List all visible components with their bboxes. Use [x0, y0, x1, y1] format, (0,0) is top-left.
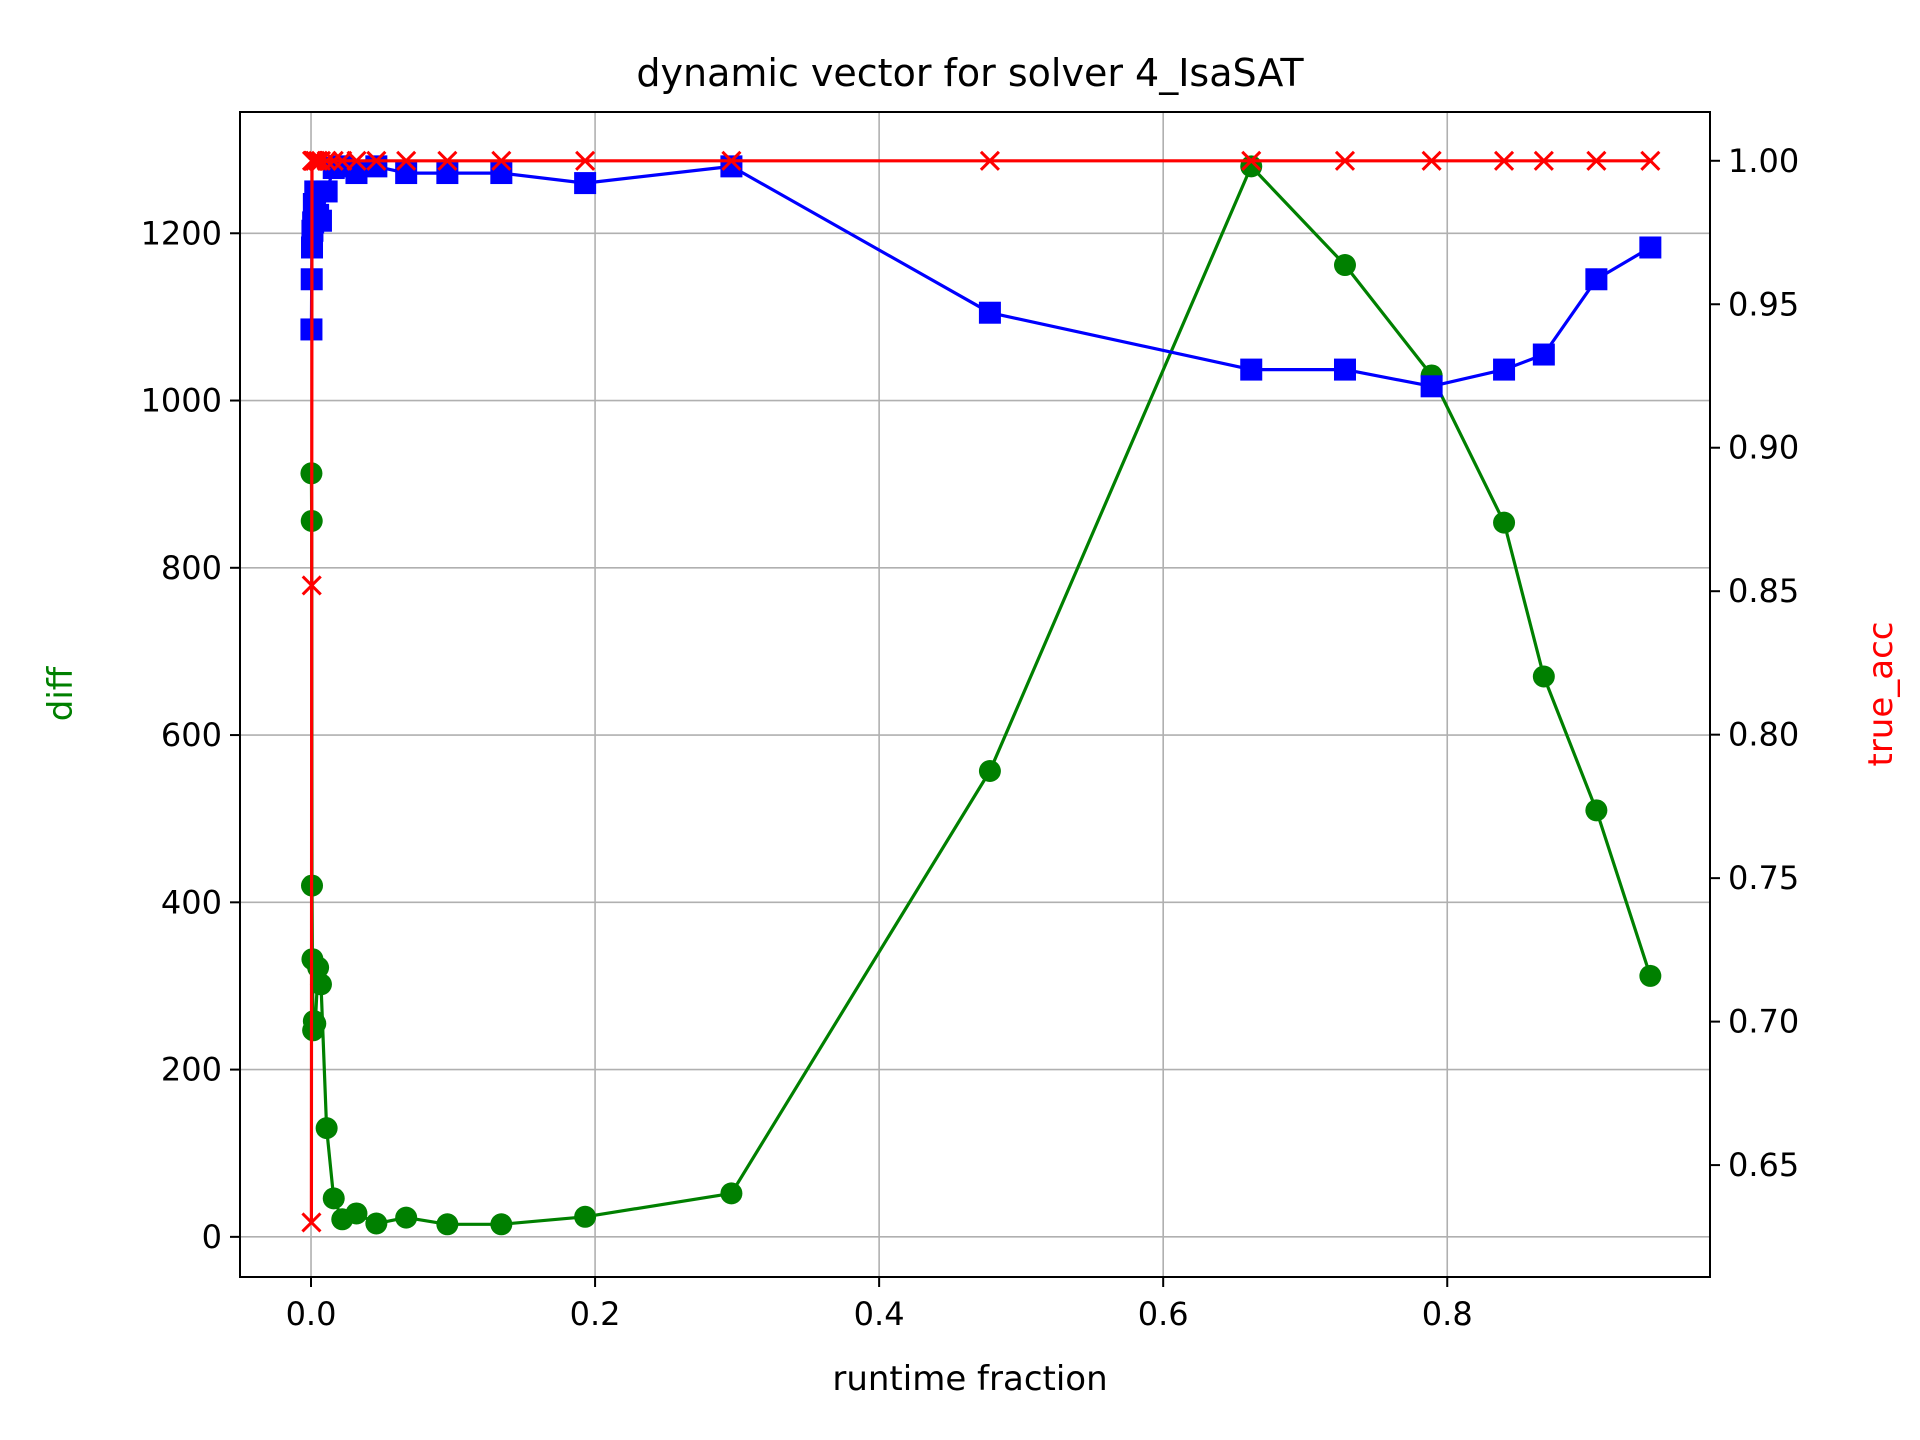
data-point: [1420, 375, 1443, 398]
x-tick-label: 0.2: [570, 1295, 621, 1333]
y-right-tick-label: 0.85: [1728, 572, 1799, 610]
data-point: [978, 301, 1001, 324]
data-point: [575, 150, 596, 171]
x-tick-label: 0.4: [854, 1295, 905, 1333]
y-axis-label: diff: [41, 665, 81, 721]
data-point: [395, 1206, 418, 1229]
series-layer: [300, 150, 1662, 1236]
data-point: [574, 1205, 597, 1228]
data-point: [1493, 511, 1516, 534]
y-tick-label: 200: [161, 1051, 222, 1089]
y-axis-right-label: true_acc: [1861, 622, 1901, 767]
plot-frame: [239, 111, 1711, 1278]
data-point: [1334, 150, 1356, 171]
data-point: [490, 1213, 513, 1236]
data-point: [1586, 150, 1607, 171]
data-point: [309, 209, 332, 232]
data-point: [316, 150, 337, 171]
data-point: [323, 150, 344, 171]
data-point: [1640, 150, 1661, 171]
axis-layer: 0.0 0.2 0.4 0.6 0.80200400600800100012000.65…: [141, 142, 1800, 1333]
data-point: [1493, 150, 1515, 171]
y-tick-label: 400: [161, 883, 222, 921]
data-point: [978, 760, 1001, 783]
data-point: [1639, 964, 1662, 987]
y-right-tick-label: 0.90: [1728, 429, 1799, 467]
chart-title: dynamic vector for solver 4_IsaSAT: [636, 51, 1304, 95]
data-point: [1585, 799, 1608, 822]
data-point: [315, 1117, 338, 1140]
data-point: [301, 575, 322, 596]
y-right-tick-label: 0.70: [1728, 1003, 1799, 1041]
data-point: [1241, 150, 1262, 171]
data-point: [1493, 358, 1516, 381]
data-point: [345, 1202, 368, 1225]
x-tick-label: 0.8: [1422, 1295, 1473, 1333]
y-tick-label: 800: [161, 549, 222, 587]
y-right-tick-label: 0.65: [1728, 1146, 1799, 1184]
data-point: [322, 1187, 345, 1210]
data-point: [395, 162, 418, 185]
x-axis-label: runtime fraction: [832, 1359, 1107, 1399]
data-point: [308, 150, 329, 171]
data-point: [346, 150, 367, 171]
data-point: [721, 150, 742, 171]
data-point: [332, 150, 353, 171]
y-right-tick-label: 0.75: [1728, 859, 1799, 897]
data-point: [301, 1212, 322, 1233]
y-tick-label: 0: [202, 1218, 222, 1256]
data-point: [1333, 358, 1356, 381]
x-tick-label: 0.0: [286, 1295, 337, 1333]
data-point: [979, 150, 1000, 171]
data-point: [1532, 665, 1555, 688]
y-right-tick-label: 0.95: [1728, 285, 1799, 323]
data-point: [1240, 358, 1263, 381]
y-tick-label: 1000: [141, 382, 222, 420]
data-point: [1533, 150, 1554, 171]
data-point: [437, 150, 458, 171]
data-point: [366, 150, 387, 171]
data-point: [574, 172, 597, 195]
data-point: [1639, 236, 1662, 259]
data-point: [304, 1012, 327, 1035]
data-point: [436, 1213, 459, 1236]
data-point: [1333, 254, 1356, 277]
x-tick-label: 0.6: [1138, 1295, 1189, 1333]
data-point: [315, 180, 338, 203]
grid-layer: [240, 112, 1710, 1277]
y-right-tick-label: 1.00: [1728, 142, 1799, 180]
y-right-tick-label: 0.80: [1728, 716, 1799, 754]
data-point: [491, 150, 512, 171]
data-point: [1532, 343, 1555, 366]
data-point: [309, 973, 332, 996]
data-point: [1421, 150, 1442, 171]
data-point: [436, 162, 459, 185]
data-point: [365, 1212, 388, 1235]
data-point: [396, 150, 417, 171]
y-tick-label: 600: [161, 716, 222, 754]
data-point: [720, 1182, 743, 1205]
y-tick-label: 1200: [141, 214, 222, 252]
data-point: [1585, 268, 1608, 291]
data-point: [490, 162, 513, 185]
